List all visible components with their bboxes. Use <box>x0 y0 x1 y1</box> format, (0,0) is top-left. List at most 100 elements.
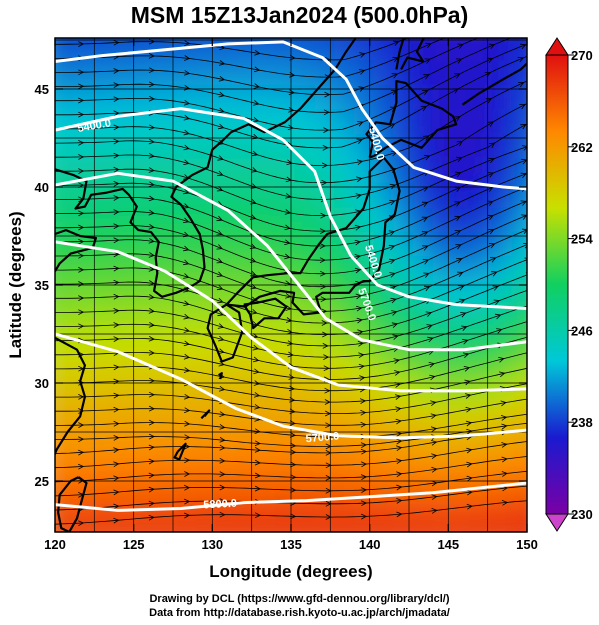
streamline-arrow <box>357 340 364 347</box>
streamline-arrow <box>501 442 508 448</box>
credit-data-source: Data from http://database.rish.kyoto-u.a… <box>149 607 450 619</box>
streamline-arrow <box>522 31 528 36</box>
streamline-arrow <box>113 420 120 427</box>
streamline-arrow <box>78 436 85 443</box>
streamline-arrow <box>425 42 432 49</box>
streamline-arrow <box>319 243 326 249</box>
streamline-arrow <box>250 283 257 290</box>
streamline-arrow <box>78 449 85 456</box>
streamline-arrow <box>431 508 438 514</box>
streamline-arrow <box>254 428 261 434</box>
streamline-arrow <box>394 382 401 388</box>
streamlines <box>55 31 541 527</box>
streamline-arrow <box>148 308 155 314</box>
streamline-arrow <box>288 89 295 96</box>
streamline-arrow <box>388 215 396 221</box>
streamline-arrow <box>184 420 191 427</box>
streamline-arrow <box>396 484 403 491</box>
streamline-arrow <box>389 106 397 112</box>
streamline-arrow <box>284 209 292 215</box>
streamline-arrow <box>484 72 492 78</box>
streamline-arrow <box>182 217 190 223</box>
streamline-arrow <box>423 74 430 80</box>
streamline-arrow <box>321 162 328 169</box>
streamline-arrow <box>78 309 85 316</box>
streamline-arrow <box>324 91 331 98</box>
streamline-arrow <box>536 411 541 416</box>
streamline-arrow <box>393 40 400 46</box>
streamline-arrow <box>78 238 85 245</box>
streamline-arrow <box>78 168 85 174</box>
streamline-arrow <box>464 379 471 386</box>
streamline-arrow <box>431 494 438 500</box>
streamline-arrow <box>388 230 396 236</box>
streamline-arrow <box>359 52 366 58</box>
streamline-arrow <box>466 428 473 435</box>
streamline-arrow <box>113 308 120 314</box>
streamline-arrow <box>421 231 429 237</box>
streamline-arrow <box>184 393 191 400</box>
streamline-arrow <box>113 166 120 173</box>
streamline-arrow <box>466 475 473 482</box>
streamline-arrow <box>113 322 120 328</box>
streamline-arrow <box>183 313 190 320</box>
streamline-arrow <box>290 513 297 520</box>
streamline-arrow <box>455 58 463 64</box>
streamline-arrow <box>289 71 296 78</box>
streamline-arrow <box>184 55 191 61</box>
y-tick-label: 40 <box>35 180 49 195</box>
streamline-arrow <box>250 199 257 205</box>
streamline-arrow <box>219 411 226 417</box>
streamline-arrow <box>489 142 496 149</box>
streamline-arrow <box>148 209 155 216</box>
streamline-arrow <box>183 114 190 121</box>
streamline-arrow <box>501 471 508 477</box>
streamline-arrow <box>219 444 226 451</box>
streamline <box>55 289 527 347</box>
streamline-arrow <box>113 237 120 244</box>
streamline-arrow <box>422 90 429 96</box>
height-contour <box>55 107 527 310</box>
streamline-arrow <box>290 442 297 449</box>
streamline-arrow <box>183 99 191 106</box>
streamline-arrow <box>148 280 155 286</box>
streamline-arrow <box>395 445 403 452</box>
streamline-arrow <box>396 458 403 465</box>
streamline-arrow <box>395 406 402 413</box>
x-tick-label: 145 <box>437 537 459 552</box>
streamline-arrow <box>323 109 330 116</box>
streamline-arrow <box>430 426 438 433</box>
height-contour <box>55 332 527 440</box>
streamline-arrow <box>358 69 366 75</box>
streamline <box>55 321 527 369</box>
streamline-arrow <box>148 195 155 202</box>
streamline-arrow <box>113 209 120 215</box>
streamline-arrow <box>218 348 225 354</box>
streamline-arrow <box>323 354 330 360</box>
streamline-arrow <box>254 472 261 479</box>
streamline-arrow <box>251 321 259 327</box>
streamline-arrow <box>148 294 155 300</box>
streamline-arrow <box>320 296 327 303</box>
streamline-arrow <box>216 284 224 291</box>
streamline-arrow <box>113 265 120 272</box>
streamline <box>55 413 527 438</box>
streamline-arrow <box>423 135 430 141</box>
height-contour <box>55 171 527 352</box>
streamline-arrow <box>184 434 191 441</box>
streamline-arrow <box>396 471 403 478</box>
streamline-arrow <box>78 41 85 47</box>
streamline-arrow <box>520 124 527 130</box>
streamline-arrow <box>518 82 525 88</box>
streamline-arrow <box>423 272 430 278</box>
x-tick-label: 140 <box>359 537 381 552</box>
streamline-arrow <box>148 252 155 258</box>
streamline-arrow <box>113 489 120 496</box>
streamline <box>55 38 409 61</box>
streamline-arrow <box>183 286 190 293</box>
contour-label: 5800.0 <box>203 498 237 512</box>
streamline <box>55 336 527 380</box>
streamline-arrow <box>288 106 295 113</box>
streamline-arrow <box>184 512 191 519</box>
streamline-arrow <box>217 139 225 145</box>
